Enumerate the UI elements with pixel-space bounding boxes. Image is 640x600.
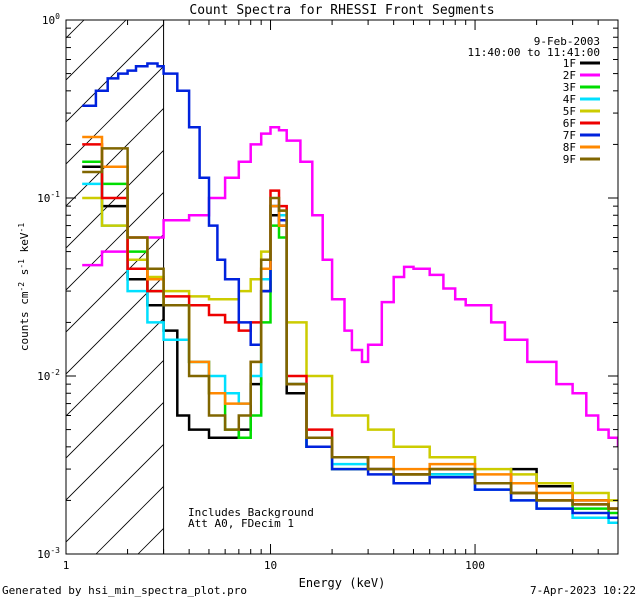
x-axis-label: Energy (keV): [299, 576, 386, 590]
legend-label-9F: 9F: [563, 153, 576, 166]
hatched-background-region: [66, 20, 164, 554]
y-tick-label: 100: [42, 12, 60, 27]
y-tick-label: 10-3: [37, 546, 60, 561]
y-axis-ticks: 100 10-1 10-2 10-3: [37, 12, 618, 561]
spectra-series: [82, 62, 618, 524]
footer-timestamp: 7-Apr-2023 10:22: [530, 584, 636, 597]
series-7F-line: [82, 62, 618, 519]
footer-generator: Generated by hsi_min_spectra_plot.pro: [2, 584, 248, 597]
hatch-line: [66, 233, 164, 333]
legend-label-1F: 1F: [563, 57, 576, 70]
series-2F-line: [82, 125, 618, 447]
legend-time-range: 11:40:00 to 11:41:00: [468, 46, 600, 59]
legend-label-4F: 4F: [563, 93, 576, 106]
x-axis-ticks: 1 10 100: [63, 20, 619, 572]
legend-date: 9-Feb-2003: [534, 35, 600, 48]
legend-label-5F: 5F: [563, 105, 576, 118]
x-tick-label: 10: [264, 559, 277, 572]
annotation-attenuator: Att A0, FDecim 1: [188, 517, 294, 530]
y-tick-label: 10-1: [37, 190, 60, 205]
chart-title: Count Spectra for RHESSI Front Segments: [189, 3, 494, 18]
hatch-line: [66, 443, 164, 543]
x-tick-label: 1: [63, 559, 70, 572]
annotation-background: Includes Background: [188, 506, 314, 519]
legend-label-3F: 3F: [563, 81, 576, 94]
x-tick-label: 100: [465, 559, 485, 572]
legend-label-2F: 2F: [563, 69, 576, 82]
hatch-line: [66, 65, 164, 165]
hatch-line: [66, 23, 164, 123]
hatch-line: [66, 191, 164, 291]
legend-label-7F: 7F: [563, 129, 576, 142]
y-axis-label: counts cm-2 s-1 keV-1: [17, 223, 31, 351]
legend-label-8F: 8F: [563, 141, 576, 154]
hatch-line: [66, 401, 164, 501]
plot-frame: [65, 19, 619, 555]
y-tick-label: 10-2: [37, 368, 60, 383]
legend-label-6F: 6F: [563, 117, 576, 130]
series-9F-line: [82, 147, 618, 510]
